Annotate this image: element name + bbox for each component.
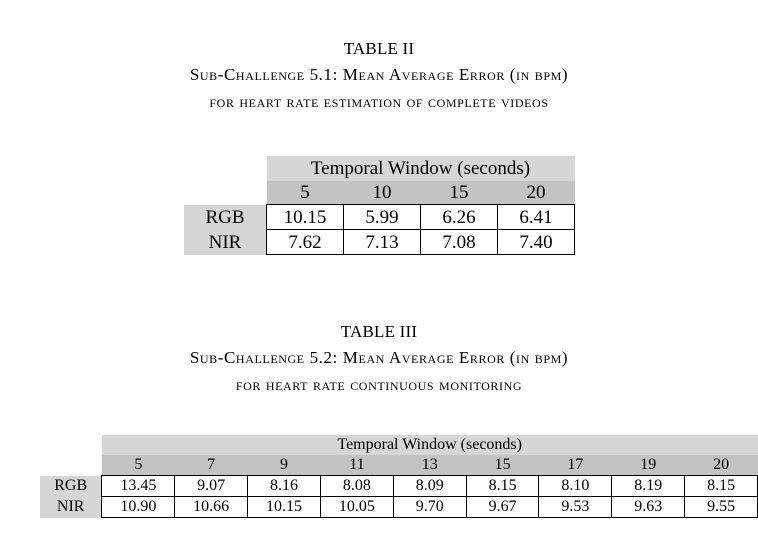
table3-cell: 9.53 — [538, 496, 613, 518]
table2-corner — [184, 181, 267, 205]
table2-cell: 7.13 — [343, 229, 421, 255]
table3-window: 7 — [174, 455, 248, 476]
table3-cell: 8.08 — [319, 475, 394, 497]
table3-row-rgb: RGB 13.45 9.07 8.16 8.08 8.09 8.15 8.10 … — [40, 475, 758, 497]
table3-cell: 10.05 — [319, 496, 394, 518]
table3-window-row: 5 7 9 11 13 15 17 19 20 — [40, 455, 758, 476]
table2-window-row: 5 10 15 20 — [184, 181, 575, 205]
table2-cell: 5.99 — [343, 204, 421, 230]
table3-cell: 9.63 — [611, 496, 686, 518]
table3-window: 13 — [393, 455, 467, 476]
table2-cell: 7.08 — [420, 229, 498, 255]
table3-window: 20 — [684, 455, 758, 476]
table3-caption-line2: for heart rate continuous monitoring — [235, 375, 523, 394]
table3-cell: 8.15 — [684, 475, 758, 497]
table3-window: 5 — [101, 455, 175, 476]
table2-cell: 6.26 — [420, 204, 498, 230]
table3-cell: 9.67 — [465, 496, 540, 518]
table2-cell: 7.62 — [266, 229, 344, 255]
table2-caption-line2: for heart rate estimation of complete vi… — [209, 92, 549, 111]
table3-cell: 8.09 — [392, 475, 467, 497]
table3-row-nir: NIR 10.90 10.66 10.15 10.05 9.70 9.67 9.… — [40, 496, 758, 518]
table3-corner — [40, 455, 102, 476]
table3-cell: 8.19 — [611, 475, 686, 497]
table3-cell: 9.07 — [174, 475, 249, 497]
table3-cell: 8.16 — [247, 475, 321, 497]
table2-label: TABLE II — [343, 39, 415, 58]
table3-window: 11 — [320, 455, 394, 476]
table3-cell: 8.15 — [465, 475, 540, 497]
table2-window: 5 — [266, 181, 344, 205]
table3-window: 9 — [247, 455, 321, 476]
table2-cell: 10.15 — [266, 204, 344, 230]
table3: Temporal Window (seconds) 5 7 9 11 13 15… — [40, 435, 758, 518]
table3-header: Temporal Window (seconds) — [101, 435, 758, 455]
table2-header-row: Temporal Window (seconds) — [184, 156, 575, 181]
table2-cell: 7.40 — [497, 229, 575, 255]
table3-row-label: RGB — [40, 475, 102, 497]
table3-corner — [40, 435, 102, 455]
table2-caption-line1: Sub-Challenge 5.1: Mean Average Error (i… — [189, 65, 569, 84]
table2-row-rgb: RGB 10.15 5.99 6.26 6.41 — [184, 204, 575, 230]
table3-cell: 9.55 — [684, 496, 758, 518]
table3-cell: 10.90 — [101, 496, 176, 518]
table3-label: TABLE III — [340, 322, 418, 341]
table3-cell: 13.45 — [101, 475, 176, 497]
table3-row-label: NIR — [40, 496, 102, 518]
table2-cell: 6.41 — [497, 204, 575, 230]
table2-row-label: RGB — [184, 204, 267, 230]
table2-window: 10 — [343, 181, 421, 205]
table2: Temporal Window (seconds) 5 10 15 20 RGB… — [184, 156, 575, 255]
table2-window: 20 — [497, 181, 575, 205]
table3-header-row: Temporal Window (seconds) — [40, 435, 758, 455]
table3-window: 17 — [538, 455, 612, 476]
table3-cell: 8.10 — [538, 475, 613, 497]
table2-header: Temporal Window (seconds) — [266, 156, 575, 181]
table3-cell: 10.15 — [247, 496, 321, 518]
table2-row-nir: NIR 7.62 7.13 7.08 7.40 — [184, 229, 575, 255]
table3-window: 15 — [466, 455, 539, 476]
table3-caption-line1: Sub-Challenge 5.2: Mean Average Error (i… — [189, 348, 569, 367]
table2-corner — [184, 156, 267, 181]
table2-window: 15 — [420, 181, 498, 205]
table3-cell: 9.70 — [392, 496, 467, 518]
table3-cell: 10.66 — [174, 496, 249, 518]
table3-window: 19 — [611, 455, 685, 476]
table2-row-label: NIR — [184, 229, 267, 255]
